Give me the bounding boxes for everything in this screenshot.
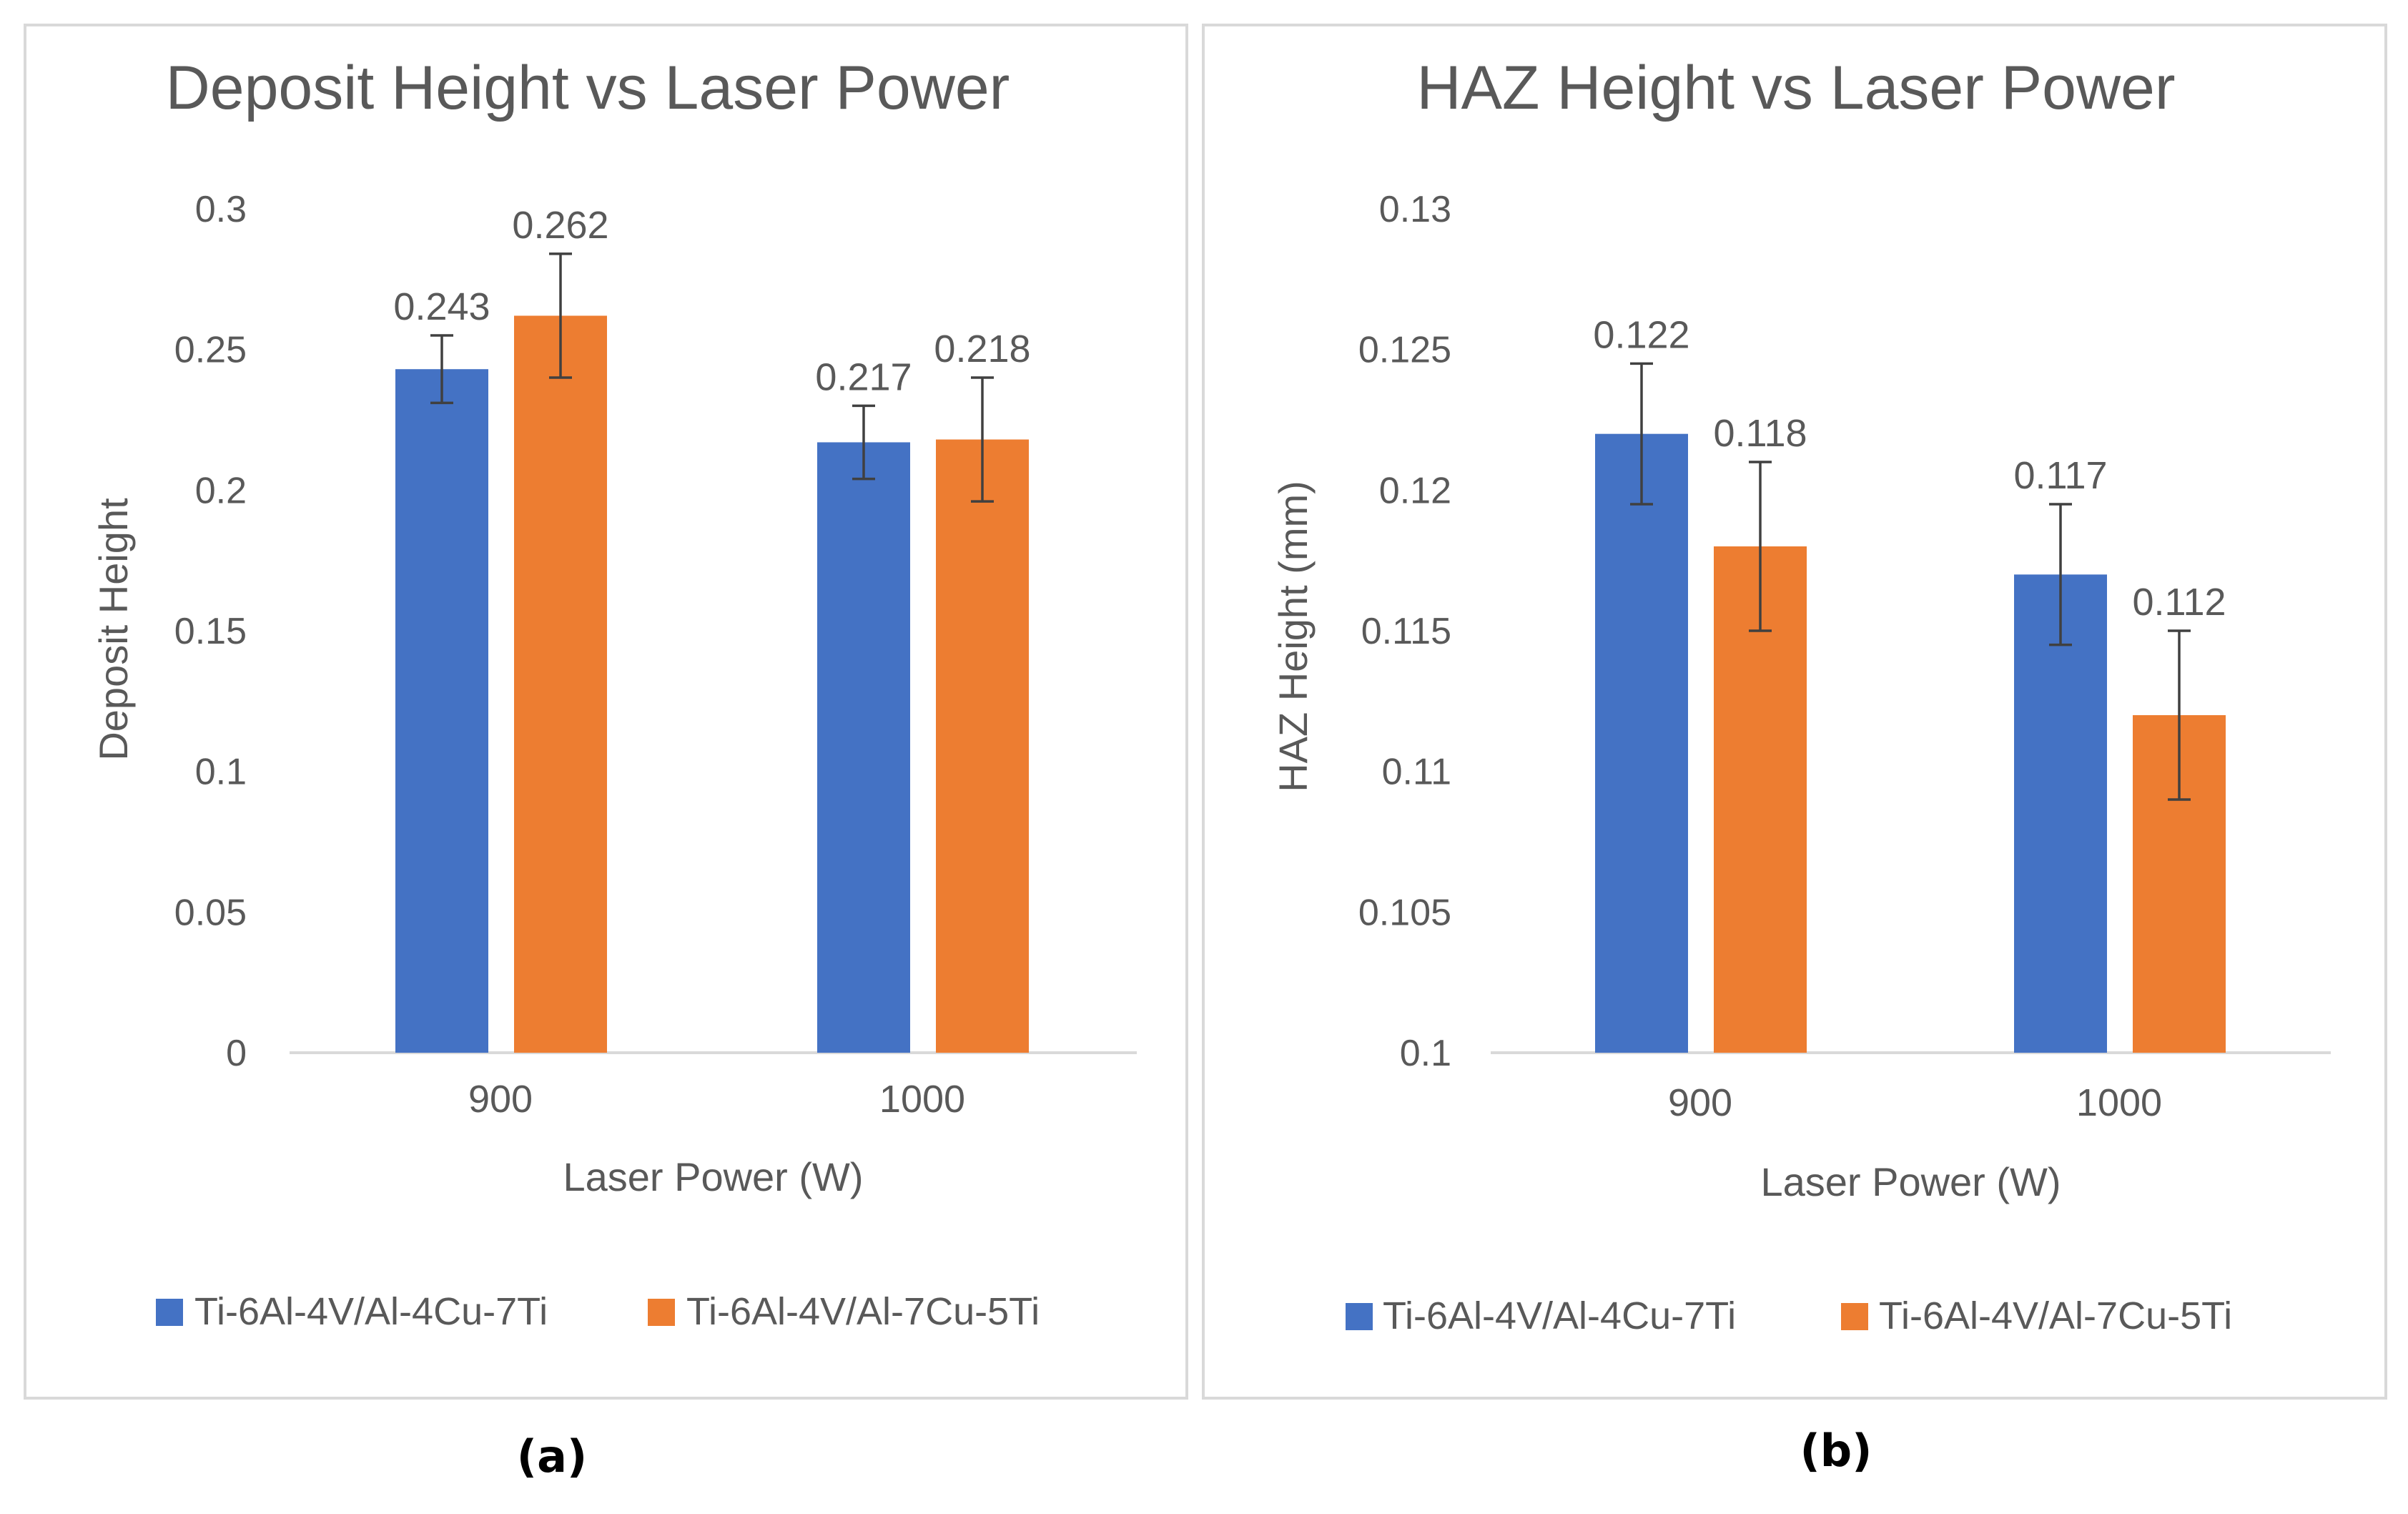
chart1-data-label: 0.218 [934, 328, 1030, 370]
chart2-legend-swatch-s1 [1346, 1303, 1373, 1330]
caption-b: (b) [1800, 1425, 1872, 1477]
chart1-y-tick-label: 0.25 [174, 330, 247, 371]
chart1-legend-label-s2: Ti-6Al-4V/Al-7Cu-5Ti [686, 1290, 1040, 1333]
chart2-y-tick-label: 0.13 [1379, 189, 1451, 230]
chart2-data-label: 0.117 [2013, 454, 2107, 497]
chart1-y-tick-label: 0.15 [174, 611, 247, 652]
chart1-legend-label-s1: Ti-6Al-4V/Al-4Cu-7Ti [194, 1290, 548, 1333]
chart2-y-tick-label: 0.1 [1400, 1033, 1451, 1074]
chart2-y-tick-label: 0.105 [1358, 892, 1451, 933]
chart1-x-tick-label: 900 [468, 1078, 533, 1121]
chart1-bar-s2-1000 [936, 439, 1029, 1053]
chart2-y-tick-label: 0.125 [1358, 330, 1451, 371]
chart2-legend-swatch-s2 [1841, 1303, 1868, 1330]
chart2-data-label: 0.122 [1593, 313, 1689, 356]
chart2-bar-s1-900 [1595, 433, 1688, 1053]
chart1-y-axis-label: Deposit Height [91, 498, 136, 761]
chart2-x-tick-label: 1000 [2076, 1081, 2162, 1124]
chart2-data-label: 0.118 [1713, 412, 1807, 455]
chart2-x-axis-label: Laser Power (W) [1760, 1159, 2061, 1204]
chart1-bar-s2-900 [514, 315, 607, 1053]
chart1-title: Deposit Height vs Laser Power [166, 54, 1010, 122]
chart1-y-tick-label: 0.05 [174, 892, 247, 933]
chart2-legend-label-s2: Ti-6Al-4V/Al-7Cu-5Ti [1879, 1294, 2232, 1337]
chart2-x-tick-label: 900 [1668, 1081, 1732, 1124]
chart1-y-tick-label: 0 [226, 1033, 247, 1074]
chart2-data-label: 0.112 [2132, 581, 2226, 624]
chart2-title: HAZ Height vs Laser Power [1416, 54, 2175, 122]
chart1-y-tick-label: 0.1 [195, 752, 247, 793]
caption-a: (a) [516, 1430, 588, 1483]
chart2-y-tick-label: 0.11 [1382, 752, 1451, 793]
chart1-x-tick-label: 1000 [879, 1078, 965, 1121]
chart1-x-axis-label: Laser Power (W) [563, 1154, 863, 1199]
chart1-data-label: 0.217 [815, 355, 912, 398]
chart1-legend-swatch-s1 [156, 1299, 183, 1326]
chart1-data-label: 0.243 [393, 285, 490, 328]
chart2-y-tick-label: 0.115 [1361, 611, 1451, 652]
chart1-bar-s1-900 [395, 369, 488, 1053]
chart1-y-tick-label: 0.3 [195, 189, 247, 230]
chart2-legend-label-s1: Ti-6Al-4V/Al-4Cu-7Ti [1383, 1294, 1736, 1337]
chart1-y-tick-label: 0.2 [195, 470, 247, 511]
chart1-data-label: 0.262 [512, 204, 608, 247]
chart2-y-tick-label: 0.12 [1379, 470, 1451, 511]
chart1-bar-s1-1000 [817, 442, 910, 1053]
chart2-bar-s1-1000 [2014, 574, 2107, 1053]
chart1-legend-swatch-s2 [648, 1299, 675, 1326]
chart2-y-axis-label: HAZ Height (mm) [1270, 481, 1316, 792]
